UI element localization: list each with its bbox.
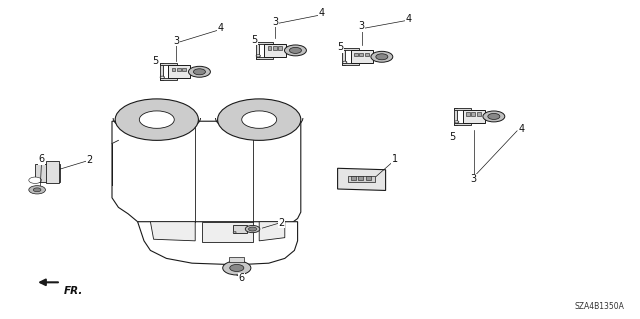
Polygon shape	[112, 121, 301, 233]
Bar	[182, 68, 186, 71]
Text: 2: 2	[278, 218, 285, 228]
Circle shape	[483, 111, 505, 122]
Bar	[365, 53, 369, 56]
Bar	[454, 108, 472, 110]
Bar	[268, 46, 271, 50]
Text: 5: 5	[449, 132, 455, 142]
Bar	[35, 164, 60, 182]
Text: 4: 4	[319, 8, 325, 18]
Circle shape	[376, 54, 388, 60]
Text: 5: 5	[251, 35, 257, 45]
Bar	[256, 57, 273, 59]
Circle shape	[189, 66, 211, 77]
Text: 5: 5	[337, 42, 344, 52]
Bar	[342, 48, 345, 65]
Bar	[234, 225, 247, 234]
Bar	[46, 161, 59, 183]
Bar	[256, 42, 273, 44]
Polygon shape	[338, 168, 385, 190]
Bar	[354, 53, 358, 56]
Circle shape	[160, 76, 164, 78]
Bar	[264, 44, 286, 57]
Text: 6: 6	[38, 154, 45, 164]
Bar	[351, 50, 372, 63]
Bar	[278, 46, 282, 50]
Polygon shape	[150, 222, 195, 241]
Bar	[366, 176, 371, 180]
Circle shape	[342, 61, 347, 63]
Circle shape	[285, 45, 307, 56]
Bar	[168, 65, 190, 78]
Circle shape	[33, 188, 41, 192]
Bar	[256, 42, 259, 59]
Text: 3: 3	[470, 174, 477, 184]
Bar	[172, 68, 175, 71]
Bar	[454, 108, 457, 125]
Bar	[358, 176, 363, 180]
Bar	[342, 63, 360, 65]
Circle shape	[245, 226, 260, 233]
Bar	[160, 78, 177, 80]
Circle shape	[242, 111, 276, 128]
Text: 4: 4	[518, 124, 525, 134]
Circle shape	[223, 261, 251, 275]
Circle shape	[289, 48, 301, 53]
Circle shape	[193, 69, 205, 75]
Circle shape	[218, 99, 301, 140]
Text: 2: 2	[86, 155, 93, 166]
Bar	[351, 176, 356, 180]
Bar	[348, 175, 375, 182]
Text: 5: 5	[152, 56, 158, 66]
Bar	[229, 257, 244, 262]
Bar	[342, 48, 360, 50]
Circle shape	[230, 264, 244, 271]
Bar	[477, 112, 481, 116]
Circle shape	[233, 231, 236, 233]
Circle shape	[29, 186, 45, 194]
Polygon shape	[138, 222, 298, 265]
Text: 4: 4	[218, 23, 224, 33]
Circle shape	[488, 114, 500, 119]
Bar	[454, 123, 472, 125]
Bar	[360, 53, 364, 56]
Polygon shape	[202, 222, 253, 242]
Text: 6: 6	[239, 273, 245, 283]
Text: 3: 3	[173, 36, 179, 46]
Text: 3: 3	[272, 17, 278, 27]
Text: FR.: FR.	[64, 286, 83, 295]
Bar	[160, 63, 177, 65]
Circle shape	[29, 177, 42, 183]
Circle shape	[248, 227, 257, 231]
Bar	[472, 112, 476, 116]
Circle shape	[256, 55, 260, 57]
Bar	[273, 46, 277, 50]
Circle shape	[115, 99, 198, 140]
Polygon shape	[259, 222, 285, 241]
Text: 1: 1	[392, 154, 398, 164]
Text: 4: 4	[405, 13, 412, 24]
Text: SZA4B1350A: SZA4B1350A	[574, 302, 624, 311]
Bar	[177, 68, 181, 71]
Text: 3: 3	[358, 21, 365, 32]
Circle shape	[454, 121, 459, 123]
Circle shape	[140, 111, 174, 128]
Bar	[463, 110, 484, 123]
Bar	[466, 112, 470, 116]
Circle shape	[371, 51, 393, 62]
Bar	[160, 63, 163, 80]
